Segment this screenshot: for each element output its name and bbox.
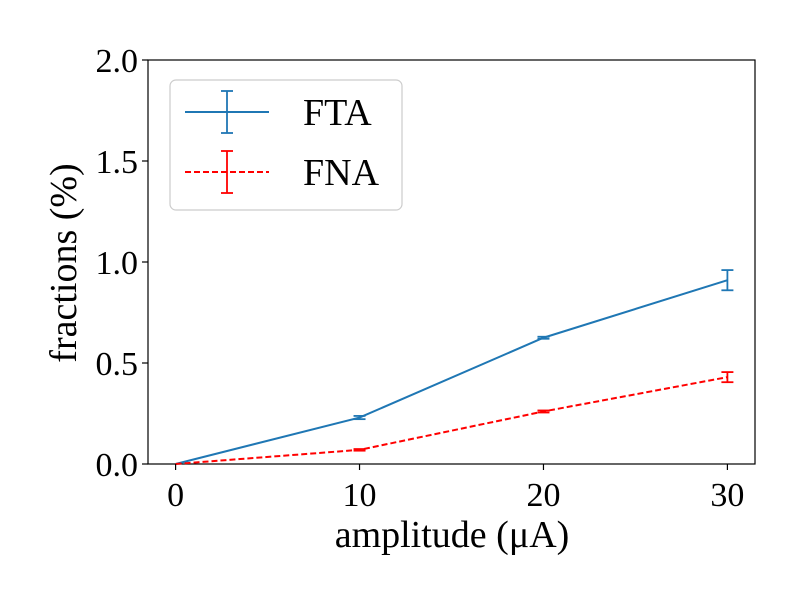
legend-label-fta: FTA	[303, 92, 372, 134]
x-tick-label: 0	[167, 477, 184, 514]
y-tick-label: 2.0	[96, 43, 139, 80]
legend: FTA FNA	[169, 79, 403, 211]
y-tick-label: 1.5	[96, 144, 139, 181]
x-tick-label: 20	[526, 477, 560, 514]
series-layer	[175, 269, 734, 465]
y-axis-label: fractions (%)	[43, 163, 85, 362]
legend-label-fna: FNA	[303, 152, 380, 194]
series-line-fta	[175, 279, 728, 465]
x-tick-label: 10	[343, 477, 377, 514]
x-axis-label: amplitude (μA)	[335, 514, 570, 556]
x-tick-label: 30	[710, 477, 744, 514]
series-line-fna	[175, 376, 728, 465]
ticks-layer: 0 10 20 30 0.0 0.5 1.0 1.5 2.0	[96, 43, 745, 514]
y-tick-label: 0.0	[96, 447, 139, 484]
y-tick-label: 1.0	[96, 245, 139, 282]
y-tick-label: 0.5	[96, 346, 139, 383]
